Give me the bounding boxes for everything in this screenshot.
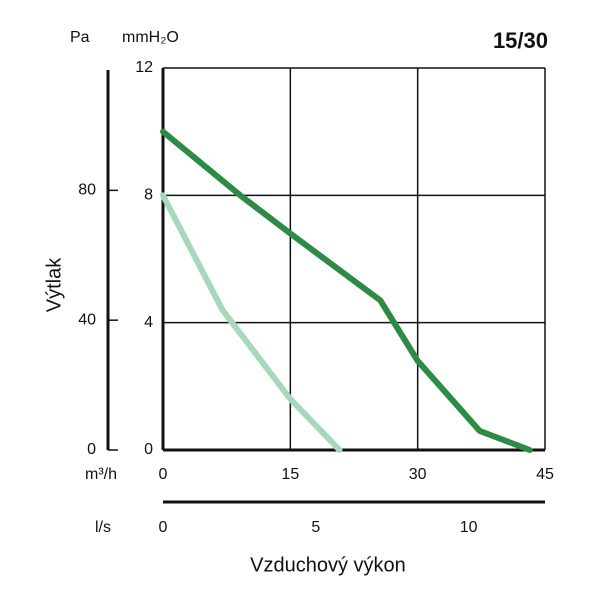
y-tick-label: 8 bbox=[144, 187, 153, 204]
y2-tick-label: 40 bbox=[78, 311, 96, 328]
y-tick-label: 12 bbox=[135, 59, 153, 76]
y2-tick-label: 80 bbox=[78, 182, 96, 199]
curve bbox=[160, 192, 343, 453]
y2-unit: Pa bbox=[70, 29, 90, 46]
y-tick-label: 0 bbox=[144, 441, 153, 458]
x2-tick-label: 0 bbox=[159, 519, 168, 536]
chart-title: 15/30 bbox=[493, 28, 548, 53]
x-tick-label: 15 bbox=[281, 466, 299, 483]
x-tick-label: 45 bbox=[536, 466, 554, 483]
y2-tick-label: 0 bbox=[87, 441, 96, 458]
x2-tick-label: 5 bbox=[311, 519, 320, 536]
x-axis-label: Vzduchový výkon bbox=[250, 554, 406, 576]
curve bbox=[160, 128, 533, 453]
x-tick-label: 30 bbox=[409, 466, 427, 483]
x-tick-label: 0 bbox=[159, 466, 168, 483]
x-unit: m³/h bbox=[85, 466, 117, 483]
y-tick-label: 4 bbox=[144, 314, 153, 331]
x2-tick-label: 10 bbox=[460, 519, 478, 536]
y-unit: mmH₂O bbox=[122, 29, 179, 46]
x2-unit: l/s bbox=[95, 519, 111, 536]
y-axis-label: Výtlak bbox=[43, 257, 65, 312]
